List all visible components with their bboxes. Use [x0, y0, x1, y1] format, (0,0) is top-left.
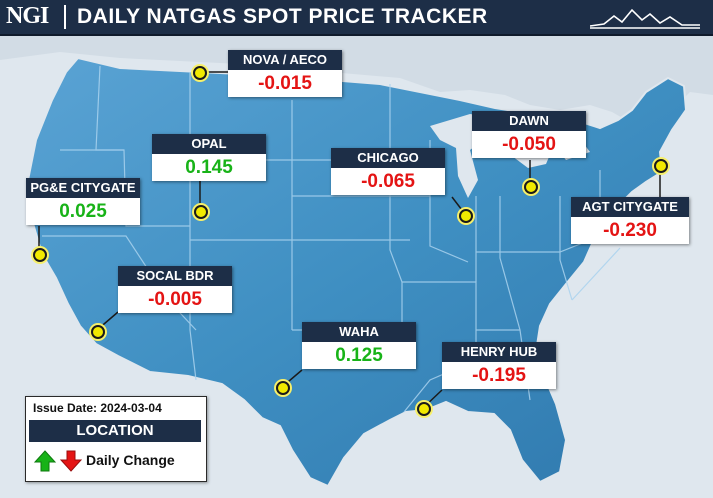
waha-marker[interactable]: [276, 381, 290, 395]
socal-bdr-marker[interactable]: [91, 325, 105, 339]
hub-name: CHICAGO: [331, 148, 445, 168]
hub-change: -0.230: [603, 220, 657, 241]
header-bar: NGI DAILY NATGAS SPOT PRICE TRACKER: [0, 0, 713, 36]
hub-name: NOVA / AECO: [228, 50, 342, 70]
great-lakes: [430, 114, 590, 198]
hub-label-pge-citygate[interactable]: PG&E CITYGATE 0.025: [26, 178, 140, 225]
hub-change: 0.145: [185, 157, 233, 178]
agt-citygate-marker[interactable]: [654, 159, 668, 173]
hub-change: -0.065: [361, 171, 415, 192]
hub-label-chicago[interactable]: CHICAGO -0.065: [331, 148, 445, 195]
green-up-arrow-icon: [34, 450, 57, 472]
hub-name: OPAL: [152, 134, 266, 154]
hub-label-dawn[interactable]: DAWN -0.050: [472, 111, 586, 158]
chicago-marker[interactable]: [459, 209, 473, 223]
legend-box: Issue Date: 2024-03-04 LOCATION Daily Ch…: [25, 396, 207, 482]
logo-divider: [64, 5, 66, 29]
ngi-logo: NGI: [6, 3, 49, 29]
henry-hub-marker[interactable]: [417, 402, 431, 416]
hub-name: DAWN: [472, 111, 586, 131]
legend-arrows: [34, 450, 82, 472]
hub-name: WAHA: [302, 322, 416, 342]
opal-marker[interactable]: [194, 205, 208, 219]
canada-landmass: [0, 34, 713, 128]
hub-name: HENRY HUB: [442, 342, 556, 362]
hub-label-agt-citygate[interactable]: AGT CITYGATE -0.230: [571, 197, 689, 244]
hub-change: 0.125: [335, 345, 383, 366]
legend-daily-change-label: Daily Change: [86, 452, 175, 468]
hub-label-waha[interactable]: WAHA 0.125: [302, 322, 416, 369]
price-skyline-icon: [590, 8, 700, 29]
nova-aeco-marker[interactable]: [193, 66, 207, 80]
pge-citygate-marker[interactable]: [33, 248, 47, 262]
hub-name: SOCAL BDR: [118, 266, 232, 286]
hub-change: -0.050: [502, 134, 556, 155]
page-title: DAILY NATGAS SPOT PRICE TRACKER: [77, 5, 488, 28]
hub-change: -0.015: [258, 73, 312, 94]
hub-label-henry-hub[interactable]: HENRY HUB -0.195: [442, 342, 556, 389]
hub-change: -0.195: [472, 365, 526, 386]
hub-change: 0.025: [59, 201, 107, 222]
issue-date: Issue Date: 2024-03-04: [33, 401, 162, 415]
hub-change: -0.005: [148, 289, 202, 310]
hub-label-opal[interactable]: OPAL 0.145: [152, 134, 266, 181]
legend-location-label: LOCATION: [29, 420, 201, 442]
hub-label-socal-bdr[interactable]: SOCAL BDR -0.005: [118, 266, 232, 313]
dawn-marker[interactable]: [524, 180, 538, 194]
red-down-arrow-icon: [59, 450, 82, 472]
hub-name: AGT CITYGATE: [571, 197, 689, 217]
hub-name: PG&E CITYGATE: [26, 178, 140, 198]
hub-label-nova-aeco[interactable]: NOVA / AECO -0.015: [228, 50, 342, 97]
